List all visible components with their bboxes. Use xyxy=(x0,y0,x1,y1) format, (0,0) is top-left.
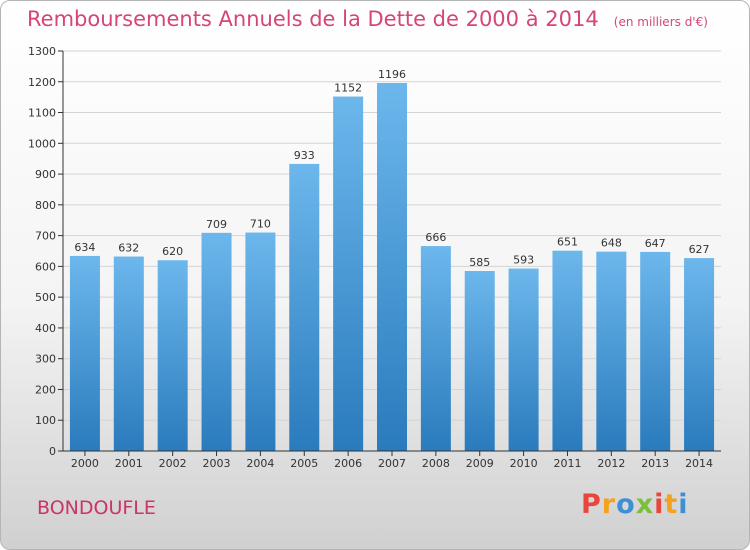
y-tick-label: 1100 xyxy=(28,107,56,120)
bar-value-label: 632 xyxy=(118,242,139,255)
y-tick-label: 1000 xyxy=(28,137,56,150)
bar-value-label: 709 xyxy=(206,218,227,231)
logo-letter: i xyxy=(654,489,665,520)
x-tick-label: 2007 xyxy=(378,457,406,470)
x-tick-label: 2000 xyxy=(71,457,99,470)
y-tick-label: 1300 xyxy=(28,45,56,58)
x-tick-label: 2010 xyxy=(510,457,538,470)
bar-2001 xyxy=(113,256,144,451)
logo-letter: i xyxy=(678,489,689,520)
bar-value-label: 593 xyxy=(513,254,534,267)
x-tick-label: 2002 xyxy=(159,457,187,470)
x-tick-label: 2001 xyxy=(115,457,143,470)
bar-2011 xyxy=(552,250,583,451)
x-tick-label: 2012 xyxy=(597,457,625,470)
bar-2008 xyxy=(420,246,451,451)
bar-value-label: 647 xyxy=(645,237,666,250)
x-tick-label: 2003 xyxy=(203,457,231,470)
bar-value-label: 710 xyxy=(250,218,271,231)
bar-value-label: 627 xyxy=(689,243,710,256)
logo-letter: o xyxy=(616,489,636,520)
y-tick-label: 400 xyxy=(35,322,56,335)
y-tick-label: 900 xyxy=(35,168,56,181)
x-tick-label: 2011 xyxy=(553,457,581,470)
bar-2000 xyxy=(69,255,100,451)
proxiti-logo: Proxiti xyxy=(581,489,689,520)
bar-value-label: 1196 xyxy=(378,68,406,81)
chart-unit: (en milliers d'€) xyxy=(613,15,708,29)
chart-title: Remboursements Annuels de la Dette de 20… xyxy=(27,7,599,31)
logo-letter: x xyxy=(635,489,655,520)
bar-2006 xyxy=(333,96,364,452)
bar-2012 xyxy=(596,251,627,451)
axis-layer: 0 100 200 300 400 500 600 700 800 900 1000 1100 1200… xyxy=(28,45,721,470)
bar-value-label: 634 xyxy=(74,241,95,254)
bar-2004 xyxy=(245,232,276,451)
y-tick-label: 1200 xyxy=(28,76,56,89)
x-tick-label: 2004 xyxy=(246,457,274,470)
title-row: Remboursements Annuels de la Dette de 20… xyxy=(27,7,708,31)
bar-value-label: 585 xyxy=(469,256,490,269)
y-tick-label: 100 xyxy=(35,414,56,427)
x-tick-label: 2013 xyxy=(641,457,669,470)
x-tick-label: 2008 xyxy=(422,457,450,470)
bar-value-label: 651 xyxy=(557,236,578,249)
y-tick-label: 600 xyxy=(35,260,56,273)
x-tick-label: 2005 xyxy=(290,457,318,470)
bar-value-label: 620 xyxy=(162,245,183,258)
logo-letter: r xyxy=(601,489,617,520)
y-tick-label: 800 xyxy=(35,199,56,212)
bar-2009 xyxy=(464,271,495,451)
bar-2002 xyxy=(157,260,188,451)
y-tick-label: 200 xyxy=(35,383,56,396)
bar-2014 xyxy=(684,258,715,451)
bar-value-label: 648 xyxy=(601,237,622,250)
bar-value-label: 933 xyxy=(294,149,315,162)
bar-2013 xyxy=(640,251,671,451)
bars-layer: 634 632 620 709 710 933 1152 1196 666 585 593 651 64… xyxy=(69,68,715,452)
x-tick-label: 2014 xyxy=(685,457,713,470)
logo-letter: t xyxy=(664,489,679,520)
city-name: BONDOUFLE xyxy=(37,497,156,519)
y-tick-label: 500 xyxy=(35,291,56,304)
y-tick-label: 0 xyxy=(49,445,56,458)
bar-2003 xyxy=(201,232,232,451)
x-tick-label: 2006 xyxy=(334,457,362,470)
bar-2010 xyxy=(508,268,539,451)
bar-value-label: 666 xyxy=(425,231,446,244)
bar-2005 xyxy=(289,163,320,451)
logo-letter: P xyxy=(581,489,602,520)
bar-2007 xyxy=(377,83,407,451)
y-tick-label: 700 xyxy=(35,230,56,243)
y-tick-label: 300 xyxy=(35,353,56,366)
bar-value-label: 1152 xyxy=(334,82,362,95)
x-tick-label: 2009 xyxy=(466,457,494,470)
